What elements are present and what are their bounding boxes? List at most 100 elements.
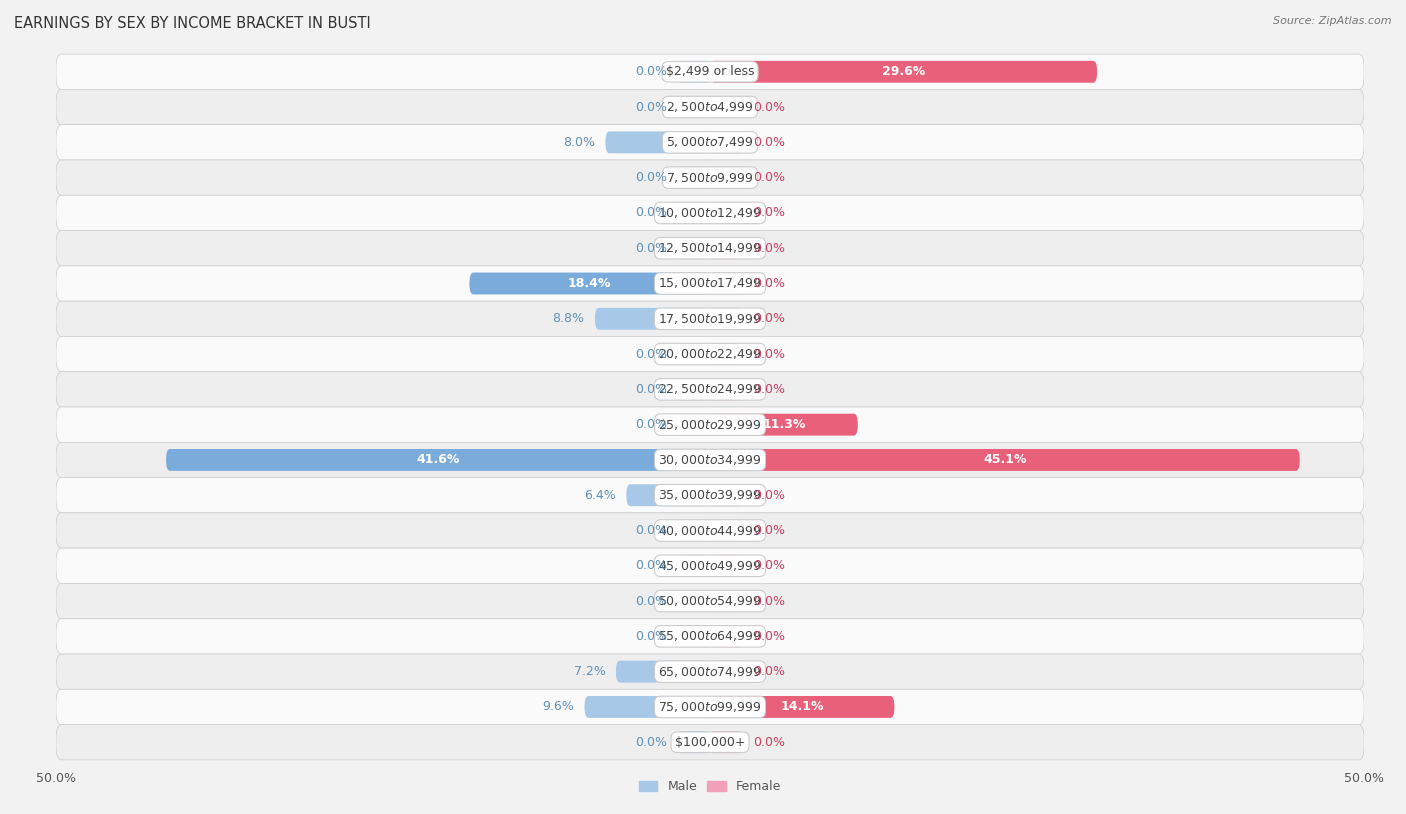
Text: 0.0%: 0.0% xyxy=(754,242,785,255)
FancyBboxPatch shape xyxy=(56,125,1364,160)
Text: $75,000 to $99,999: $75,000 to $99,999 xyxy=(658,700,762,714)
Text: 0.0%: 0.0% xyxy=(636,418,666,431)
Text: $40,000 to $44,999: $40,000 to $44,999 xyxy=(658,523,762,537)
FancyBboxPatch shape xyxy=(56,230,1364,266)
Text: $15,000 to $17,499: $15,000 to $17,499 xyxy=(658,277,762,291)
FancyBboxPatch shape xyxy=(710,625,742,647)
FancyBboxPatch shape xyxy=(606,131,710,153)
FancyBboxPatch shape xyxy=(585,696,710,718)
Text: 6.4%: 6.4% xyxy=(583,488,616,501)
Text: 0.0%: 0.0% xyxy=(754,383,785,396)
Text: 8.8%: 8.8% xyxy=(553,313,585,326)
FancyBboxPatch shape xyxy=(56,478,1364,513)
Text: $45,000 to $49,999: $45,000 to $49,999 xyxy=(658,558,762,573)
FancyBboxPatch shape xyxy=(710,237,742,259)
FancyBboxPatch shape xyxy=(710,449,1299,470)
Text: $50,000 to $54,999: $50,000 to $54,999 xyxy=(658,594,762,608)
FancyBboxPatch shape xyxy=(678,344,710,365)
FancyBboxPatch shape xyxy=(710,344,742,365)
FancyBboxPatch shape xyxy=(710,661,742,683)
FancyBboxPatch shape xyxy=(710,61,1097,83)
FancyBboxPatch shape xyxy=(710,131,742,153)
FancyBboxPatch shape xyxy=(710,519,742,541)
FancyBboxPatch shape xyxy=(710,590,742,612)
FancyBboxPatch shape xyxy=(56,548,1364,584)
FancyBboxPatch shape xyxy=(710,96,742,118)
FancyBboxPatch shape xyxy=(710,731,742,753)
Text: 0.0%: 0.0% xyxy=(754,348,785,361)
FancyBboxPatch shape xyxy=(678,625,710,647)
FancyBboxPatch shape xyxy=(678,590,710,612)
Text: 0.0%: 0.0% xyxy=(754,207,785,220)
Text: 0.0%: 0.0% xyxy=(754,665,785,678)
Text: 18.4%: 18.4% xyxy=(568,277,612,290)
FancyBboxPatch shape xyxy=(710,167,742,189)
Text: 0.0%: 0.0% xyxy=(754,101,785,114)
FancyBboxPatch shape xyxy=(710,555,742,577)
Text: 0.0%: 0.0% xyxy=(636,736,666,749)
Text: $7,500 to $9,999: $7,500 to $9,999 xyxy=(666,171,754,185)
FancyBboxPatch shape xyxy=(595,308,710,330)
FancyBboxPatch shape xyxy=(56,301,1364,336)
Text: Source: ZipAtlas.com: Source: ZipAtlas.com xyxy=(1274,16,1392,26)
Text: 0.0%: 0.0% xyxy=(636,559,666,572)
FancyBboxPatch shape xyxy=(616,661,710,683)
FancyBboxPatch shape xyxy=(710,414,858,435)
Text: $55,000 to $64,999: $55,000 to $64,999 xyxy=(658,629,762,643)
FancyBboxPatch shape xyxy=(710,308,742,330)
FancyBboxPatch shape xyxy=(166,449,710,470)
Text: $17,500 to $19,999: $17,500 to $19,999 xyxy=(658,312,762,326)
FancyBboxPatch shape xyxy=(678,519,710,541)
Text: $2,499 or less: $2,499 or less xyxy=(666,65,754,78)
Text: $30,000 to $34,999: $30,000 to $34,999 xyxy=(658,453,762,467)
Text: 0.0%: 0.0% xyxy=(636,65,666,78)
FancyBboxPatch shape xyxy=(56,372,1364,407)
Text: $20,000 to $22,499: $20,000 to $22,499 xyxy=(658,347,762,361)
Text: 0.0%: 0.0% xyxy=(754,277,785,290)
Text: $25,000 to $29,999: $25,000 to $29,999 xyxy=(658,418,762,431)
FancyBboxPatch shape xyxy=(678,167,710,189)
FancyBboxPatch shape xyxy=(56,689,1364,724)
Text: $22,500 to $24,999: $22,500 to $24,999 xyxy=(658,383,762,396)
Text: $12,500 to $14,999: $12,500 to $14,999 xyxy=(658,241,762,256)
Text: $65,000 to $74,999: $65,000 to $74,999 xyxy=(658,665,762,679)
FancyBboxPatch shape xyxy=(678,731,710,753)
Text: 0.0%: 0.0% xyxy=(636,101,666,114)
FancyBboxPatch shape xyxy=(56,654,1364,689)
FancyBboxPatch shape xyxy=(56,90,1364,125)
Text: 41.6%: 41.6% xyxy=(416,453,460,466)
Text: 0.0%: 0.0% xyxy=(636,171,666,184)
Text: 0.0%: 0.0% xyxy=(636,630,666,643)
FancyBboxPatch shape xyxy=(678,202,710,224)
FancyBboxPatch shape xyxy=(710,696,894,718)
FancyBboxPatch shape xyxy=(710,273,742,295)
Text: 0.0%: 0.0% xyxy=(636,242,666,255)
Text: 0.0%: 0.0% xyxy=(636,383,666,396)
FancyBboxPatch shape xyxy=(678,96,710,118)
Text: $35,000 to $39,999: $35,000 to $39,999 xyxy=(658,488,762,502)
Text: 0.0%: 0.0% xyxy=(754,630,785,643)
FancyBboxPatch shape xyxy=(56,55,1364,90)
Text: $5,000 to $7,499: $5,000 to $7,499 xyxy=(666,135,754,149)
FancyBboxPatch shape xyxy=(678,379,710,400)
FancyBboxPatch shape xyxy=(710,202,742,224)
FancyBboxPatch shape xyxy=(56,160,1364,195)
Text: $10,000 to $12,499: $10,000 to $12,499 xyxy=(658,206,762,220)
Text: 0.0%: 0.0% xyxy=(754,524,785,537)
Text: 11.3%: 11.3% xyxy=(762,418,806,431)
FancyBboxPatch shape xyxy=(56,195,1364,230)
FancyBboxPatch shape xyxy=(678,555,710,577)
FancyBboxPatch shape xyxy=(56,336,1364,372)
FancyBboxPatch shape xyxy=(56,266,1364,301)
Text: $2,500 to $4,999: $2,500 to $4,999 xyxy=(666,100,754,114)
Text: 45.1%: 45.1% xyxy=(983,453,1026,466)
Text: 14.1%: 14.1% xyxy=(780,700,824,713)
Legend: Male, Female: Male, Female xyxy=(634,775,786,799)
Text: 0.0%: 0.0% xyxy=(754,488,785,501)
Text: 0.0%: 0.0% xyxy=(636,524,666,537)
FancyBboxPatch shape xyxy=(626,484,710,506)
FancyBboxPatch shape xyxy=(56,407,1364,442)
Text: 9.6%: 9.6% xyxy=(543,700,574,713)
Text: 0.0%: 0.0% xyxy=(636,207,666,220)
Text: 8.0%: 8.0% xyxy=(562,136,595,149)
